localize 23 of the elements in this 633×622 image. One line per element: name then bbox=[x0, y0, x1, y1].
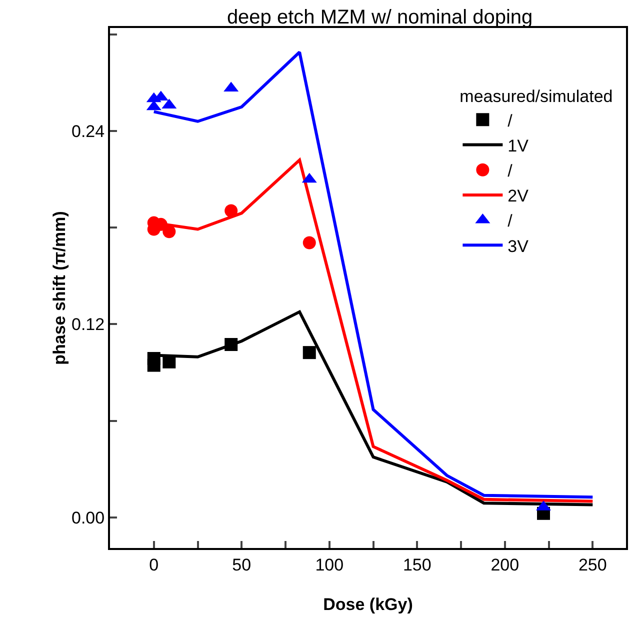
legend-label: 1V bbox=[508, 136, 530, 156]
legend-label: / bbox=[508, 111, 513, 130]
x-tick-label: 100 bbox=[315, 555, 344, 574]
point bbox=[162, 225, 176, 238]
y-tick-label: 0.00 bbox=[72, 508, 105, 528]
y-tick-label: 0.24 bbox=[72, 122, 105, 141]
x-tick-label: 0 bbox=[149, 555, 159, 574]
x-axis-title: Dose (kGy) bbox=[323, 595, 413, 614]
x-tick-label: 200 bbox=[490, 555, 520, 574]
point bbox=[302, 236, 316, 250]
legend-title: measured/simulated bbox=[460, 87, 613, 106]
x-tick-label: 250 bbox=[578, 555, 607, 574]
legend-label: 3V bbox=[508, 236, 530, 256]
legend-label: / bbox=[508, 161, 513, 180]
x-tick-label: 150 bbox=[402, 555, 432, 574]
y-axis-title: phase shift (π/mm) bbox=[50, 211, 69, 365]
chart-title: deep etch MZM w/ nominal doping bbox=[226, 6, 533, 28]
x-tick-label: 50 bbox=[232, 555, 252, 574]
legend-label: / bbox=[508, 212, 513, 231]
point bbox=[302, 346, 316, 360]
point bbox=[147, 358, 160, 372]
y-tick-label: 0.12 bbox=[72, 315, 105, 334]
legend-label: 2V bbox=[508, 186, 530, 206]
